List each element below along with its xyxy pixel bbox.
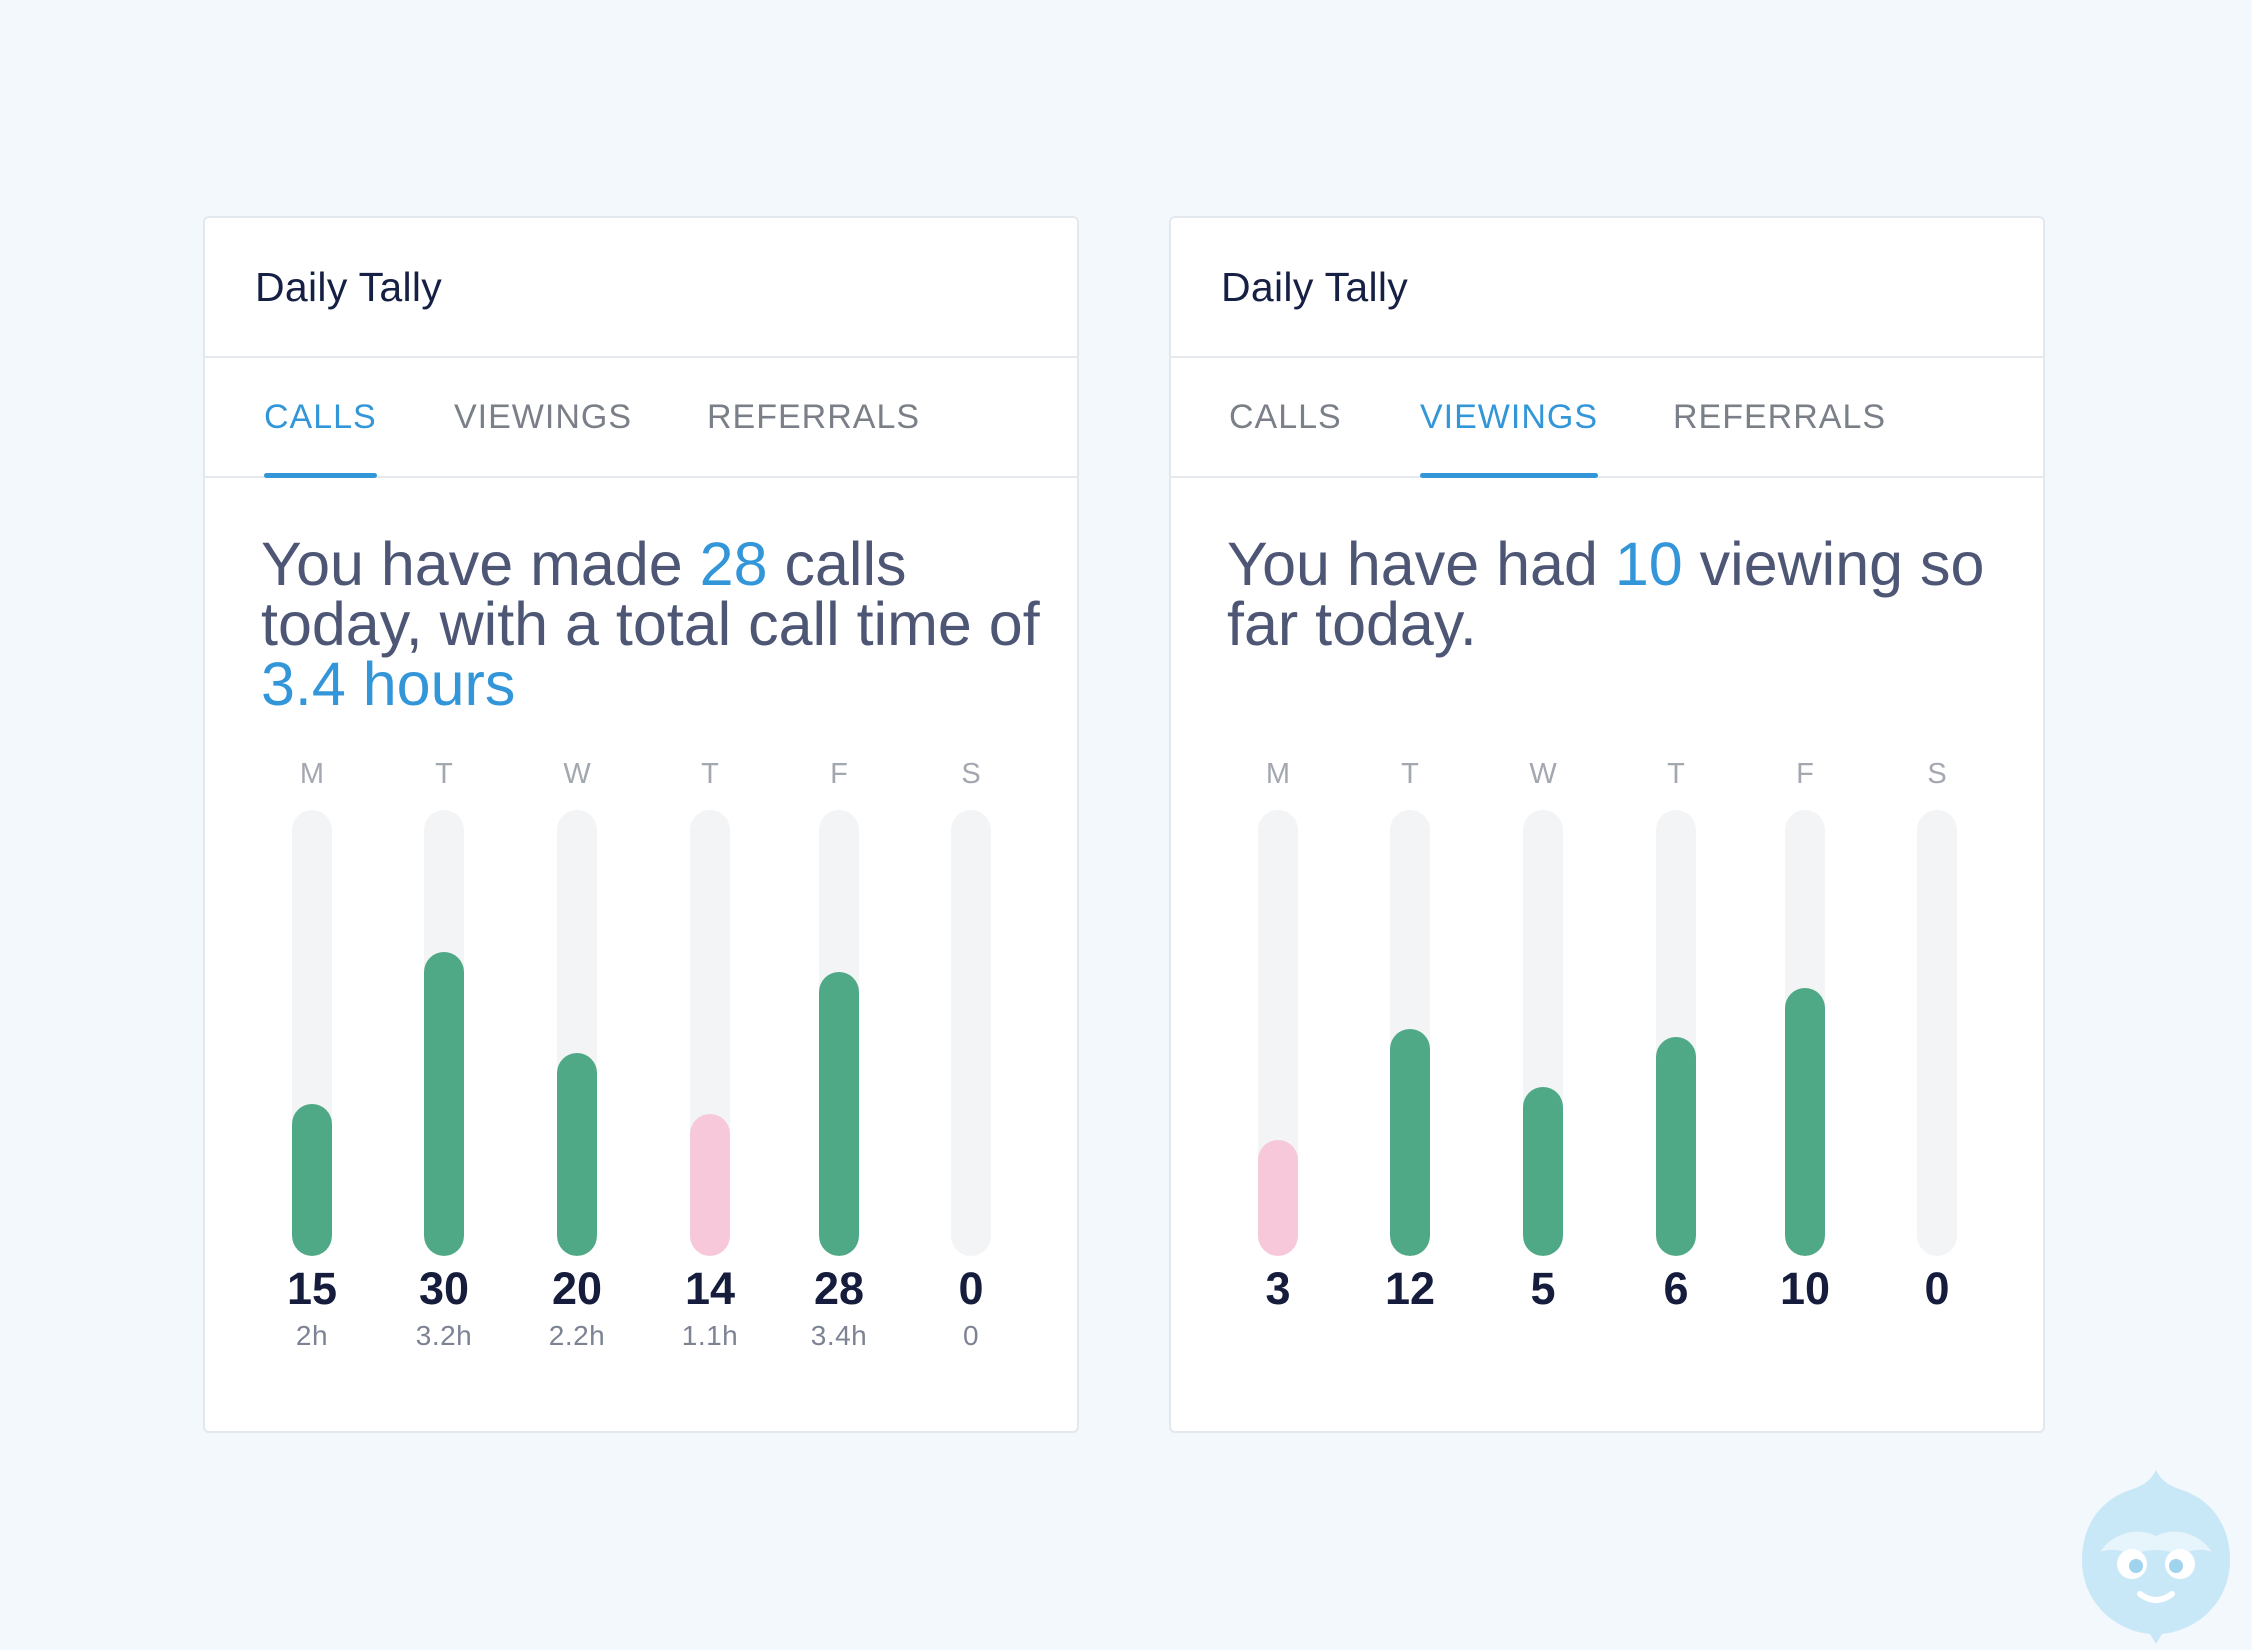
bar-track: [557, 810, 597, 1256]
day-label: S: [961, 758, 981, 790]
bar-value-label: 12: [1384, 1263, 1436, 1314]
duration-label: 2h: [295, 1320, 329, 1351]
daily-tally-card-viewings: Daily Tally CALLS VIEWINGS REFERRALS You…: [1169, 216, 2045, 1433]
tab-calls[interactable]: CALLS: [264, 358, 377, 478]
calls-bar-chart: M 15 2h T 30 3.2h W 20 2.2h T 14 1.1h F 28 3.4h S 0 0: [205, 758, 1077, 1418]
bar-value-label: 5: [1530, 1263, 1556, 1314]
duration-label: 2.2h: [548, 1320, 606, 1351]
bar-track: [819, 810, 859, 1256]
bar-track: [951, 810, 991, 1256]
bar: [1523, 1087, 1563, 1256]
summary-text-part: You have made: [261, 530, 700, 598]
bar: [1390, 1029, 1430, 1256]
bar: [292, 1104, 332, 1256]
day-label: F: [1796, 758, 1814, 790]
summary-text-part: calls today, with a total call time of: [261, 530, 1040, 658]
day-label: M: [299, 758, 325, 790]
bar: [1656, 1037, 1696, 1256]
tab-referrals[interactable]: REFERRALS: [707, 397, 921, 436]
bar-track: [1258, 810, 1298, 1256]
tab-viewings[interactable]: VIEWINGS: [1420, 358, 1599, 478]
bar: [1785, 988, 1825, 1256]
tab-referrals[interactable]: REFERRALS: [1673, 397, 1887, 436]
bar-track: [292, 810, 332, 1256]
bar-track: [424, 810, 464, 1256]
mascot-face-icon: [2082, 1470, 2230, 1644]
bar-value-label: 14: [684, 1263, 736, 1314]
tab-calls[interactable]: CALLS: [1229, 397, 1342, 436]
day-label: T: [1667, 758, 1685, 790]
summary-text-part: viewing so far today.: [1227, 530, 1985, 658]
card-title: Daily Tally: [1221, 263, 1409, 310]
bar-value-label: 28: [813, 1263, 865, 1314]
day-label: F: [830, 758, 848, 790]
duration-label: 0: [962, 1320, 980, 1351]
bar: [819, 972, 859, 1256]
bar-track: [1785, 810, 1825, 1256]
call-time-total: 3.4 hours: [261, 650, 516, 718]
day-label: T: [701, 758, 719, 790]
card-title: Daily Tally: [255, 263, 443, 310]
tab-bar: CALLS VIEWINGS REFERRALS: [205, 358, 1077, 478]
day-label: T: [1401, 758, 1419, 790]
bar-track: [1523, 810, 1563, 1256]
tab-viewings[interactable]: VIEWINGS: [454, 397, 633, 436]
tab-bar: CALLS VIEWINGS REFERRALS: [1171, 358, 2043, 478]
card-header: Daily Tally: [205, 218, 1077, 358]
bar-value-label: 30: [418, 1263, 470, 1314]
bar-value-label: 6: [1663, 1263, 1689, 1314]
bar-value-label: 0: [1924, 1263, 1950, 1314]
day-label: M: [1265, 758, 1291, 790]
day-label: S: [1927, 758, 1947, 790]
viewings-count: 10: [1614, 530, 1683, 598]
bar-value-label: 15: [286, 1263, 338, 1314]
bar-track: [1656, 810, 1696, 1256]
duration-label: 3.2h: [415, 1320, 473, 1351]
duration-label: 1.1h: [681, 1320, 739, 1351]
bar-value-label: 3: [1265, 1263, 1291, 1314]
summary-text: You have made 28 calls today, with a tot…: [261, 534, 1041, 715]
bar-track: [690, 810, 730, 1256]
bar: [557, 1053, 597, 1256]
calls-count: 28: [699, 530, 768, 598]
summary-text-part: You have had: [1227, 530, 1615, 598]
bar-value-label: 0: [958, 1263, 984, 1314]
bar: [690, 1114, 730, 1256]
bar: [1258, 1140, 1298, 1256]
card-header: Daily Tally: [1171, 218, 2043, 358]
day-label: W: [563, 758, 591, 790]
day-label: T: [435, 758, 453, 790]
bar-track: [1390, 810, 1430, 1256]
summary-text: You have had 10 viewing so far today.: [1227, 534, 2007, 655]
bar-value-label: 20: [551, 1263, 603, 1314]
bar-track: [1917, 810, 1957, 1256]
bar: [424, 952, 464, 1256]
day-label: W: [1529, 758, 1557, 790]
viewings-bar-chart: M 3 T 12 W 5 T 6 F 10 S 0: [1171, 758, 2043, 1418]
bar-value-label: 10: [1779, 1263, 1831, 1314]
duration-label: 3.4h: [810, 1320, 868, 1351]
daily-tally-card-calls: Daily Tally CALLS VIEWINGS REFERRALS You…: [203, 216, 1079, 1433]
